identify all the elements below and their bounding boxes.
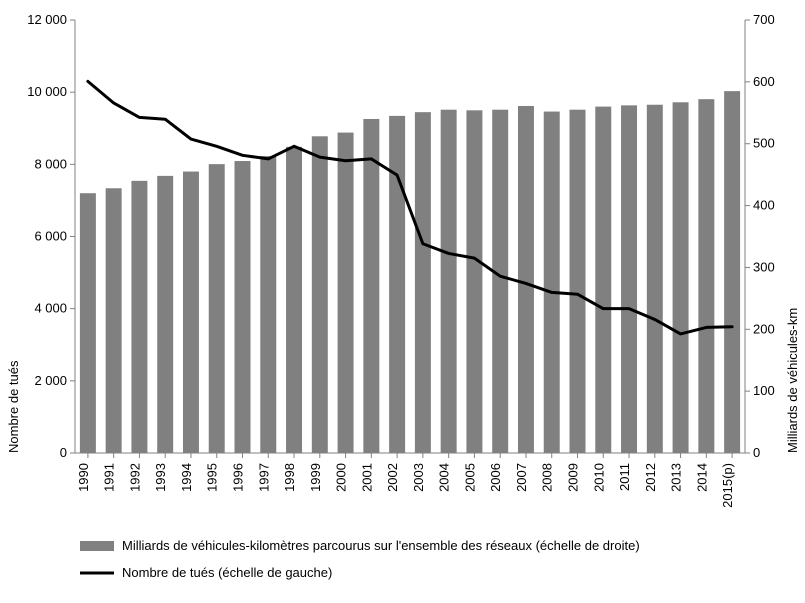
x-tick-label: 1996 xyxy=(231,463,246,492)
bar xyxy=(106,188,122,453)
x-tick-label: 2015(p) xyxy=(720,463,735,508)
bar xyxy=(80,193,96,453)
bar xyxy=(415,112,431,453)
x-tick-label: 2008 xyxy=(540,463,555,492)
x-tick-label: 2011 xyxy=(617,463,632,491)
x-tick-label: 2004 xyxy=(437,463,452,492)
x-tick-label: 1998 xyxy=(282,463,297,492)
x-tick-label: 2005 xyxy=(462,463,477,492)
x-tick-label: 1997 xyxy=(256,463,271,492)
y-right-tick-label: 300 xyxy=(753,259,775,274)
bar xyxy=(131,181,147,453)
x-tick-label: 2013 xyxy=(669,463,684,492)
bar xyxy=(389,116,405,453)
legend-item-bars: Milliards de véhicules-kilomètres parcou… xyxy=(80,538,640,553)
bar xyxy=(235,161,251,453)
y-left-tick-label: 2 000 xyxy=(34,373,67,388)
legend-swatch-bar-icon xyxy=(80,539,114,553)
bar xyxy=(338,133,354,453)
y-right-tick-label: 100 xyxy=(753,383,775,398)
bar xyxy=(363,119,379,453)
x-tick-label: 2012 xyxy=(643,463,658,492)
y-left-tick-label: 4 000 xyxy=(34,301,67,316)
bar xyxy=(492,110,508,453)
bar xyxy=(286,147,302,453)
legend: Milliards de véhicules-kilomètres parcou… xyxy=(80,538,640,553)
legend-bar-label: Milliards de véhicules-kilomètres parcou… xyxy=(122,538,640,553)
x-tick-label: 1992 xyxy=(127,463,142,492)
x-tick-label: 2009 xyxy=(566,463,581,492)
bar xyxy=(183,172,199,453)
bar xyxy=(441,110,457,453)
y-right-tick-label: 400 xyxy=(753,198,775,213)
x-tick-label: 2000 xyxy=(334,463,349,492)
x-tick-label: 2014 xyxy=(694,463,709,492)
x-tick-label: 1995 xyxy=(205,463,220,492)
y-right-tick-label: 0 xyxy=(753,445,760,460)
bar xyxy=(570,110,586,453)
x-tick-label: 2001 xyxy=(359,463,374,492)
bar xyxy=(595,107,611,453)
bar xyxy=(621,105,637,453)
y-right-axis-title: Milliards de véhicules-km xyxy=(785,308,800,453)
y-left-tick-label: 10 000 xyxy=(27,84,67,99)
x-tick-label: 2006 xyxy=(488,463,503,492)
y-left-tick-label: 12 000 xyxy=(27,12,67,27)
legend-item-line: Nombre de tués (échelle de gauche) xyxy=(80,565,332,580)
legend-swatch-line-icon xyxy=(80,566,114,580)
x-tick-label: 1994 xyxy=(179,463,194,492)
y-right-tick-label: 200 xyxy=(753,321,775,336)
y-left-tick-label: 0 xyxy=(60,445,67,460)
bar xyxy=(157,176,173,453)
bar xyxy=(260,156,276,453)
x-tick-label: 1999 xyxy=(308,463,323,492)
y-left-tick-label: 8 000 xyxy=(34,156,67,171)
y-left-axis-title: Nombre de tués xyxy=(6,360,21,453)
bar xyxy=(312,136,328,453)
x-tick-label: 2003 xyxy=(411,463,426,492)
y-right-tick-label: 700 xyxy=(753,12,775,27)
y-right-tick-label: 600 xyxy=(753,74,775,89)
bar xyxy=(698,99,714,453)
legend-line-label: Nombre de tués (échelle de gauche) xyxy=(122,565,332,580)
bar xyxy=(724,91,740,453)
x-tick-label: 1990 xyxy=(76,463,91,492)
x-tick-label: 1991 xyxy=(102,463,117,492)
bar xyxy=(673,102,689,453)
chart-container: 0 2 000 4 000 6 000 8 000 10 000 12 000 0 100 200… xyxy=(0,0,805,603)
bar xyxy=(209,164,225,453)
y-left-tick-label: 6 000 xyxy=(34,229,67,244)
combo-chart: 0 2 000 4 000 6 000 8 000 10 000 12 000 0 100 200… xyxy=(0,0,805,603)
bar xyxy=(647,105,663,453)
x-tick-label: 2010 xyxy=(591,463,606,492)
bar xyxy=(466,110,482,453)
bar xyxy=(518,106,534,453)
x-tick-label: 2007 xyxy=(514,463,529,492)
y-right-tick-label: 500 xyxy=(753,136,775,151)
x-tick-label: 1993 xyxy=(153,463,168,492)
x-tick-label: 2002 xyxy=(385,463,400,492)
bar xyxy=(544,112,560,453)
legend: Nombre de tués (échelle de gauche) xyxy=(80,565,332,580)
